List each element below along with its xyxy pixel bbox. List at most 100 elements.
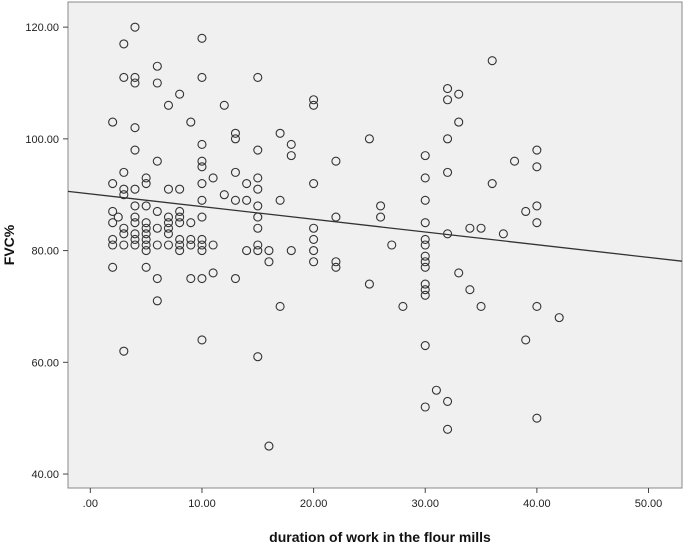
data-point xyxy=(141,234,151,244)
data-point xyxy=(443,424,453,434)
data-point xyxy=(152,240,162,250)
data-point xyxy=(420,251,430,261)
data-point xyxy=(242,246,252,256)
data-point xyxy=(175,218,185,228)
data-point xyxy=(152,156,162,166)
data-point xyxy=(119,190,129,200)
data-point xyxy=(420,341,430,351)
data-point xyxy=(443,134,453,144)
data-point xyxy=(275,195,285,205)
data-point xyxy=(130,229,140,239)
data-point xyxy=(197,212,207,222)
data-point xyxy=(253,184,263,194)
data-point xyxy=(309,179,319,189)
data-point xyxy=(152,78,162,88)
data-point xyxy=(186,234,196,244)
data-point xyxy=(420,279,430,289)
data-point xyxy=(532,218,542,228)
x-tick-label: 30.00 xyxy=(411,498,439,510)
data-point xyxy=(420,218,430,228)
data-point xyxy=(309,257,319,267)
data-point xyxy=(108,240,118,250)
data-point xyxy=(286,246,296,256)
data-point xyxy=(454,117,464,127)
fit-line-layer xyxy=(67,190,683,262)
data-point xyxy=(309,100,319,110)
data-point xyxy=(275,301,285,311)
data-point xyxy=(532,162,542,172)
data-point xyxy=(364,279,374,289)
regression-line xyxy=(67,190,683,262)
y-tick-label: 100.00 xyxy=(25,134,59,146)
data-point xyxy=(163,184,174,194)
data-point xyxy=(219,100,229,110)
data-point xyxy=(420,402,430,412)
x-tick-label: 50.00 xyxy=(635,498,663,510)
data-point xyxy=(119,184,129,194)
data-point xyxy=(253,223,263,233)
data-point xyxy=(253,246,263,256)
data-point xyxy=(498,229,508,239)
data-point xyxy=(509,156,520,166)
data-point xyxy=(331,257,341,267)
data-point xyxy=(219,190,229,200)
data-point xyxy=(309,246,319,256)
data-point xyxy=(108,218,118,228)
data-point xyxy=(197,72,207,82)
data-point xyxy=(197,33,207,43)
data-point xyxy=(398,301,408,311)
data-point xyxy=(113,212,123,222)
data-point xyxy=(119,240,129,250)
data-point xyxy=(108,234,118,244)
x-tick-label: 20.00 xyxy=(300,498,328,510)
data-point xyxy=(141,240,151,250)
data-point xyxy=(487,179,497,189)
data-point xyxy=(443,95,453,105)
data-point xyxy=(554,313,564,323)
data-point xyxy=(264,441,274,451)
x-tick-label: .00 xyxy=(83,498,98,510)
data-point xyxy=(454,268,464,278)
y-tick-label: 80.00 xyxy=(31,246,59,258)
data-point xyxy=(197,179,207,189)
axes: .00 10.00 20.00 30.00 40.00 50.00 40.00 60.00 80… xyxy=(25,22,662,510)
data-point xyxy=(152,296,162,306)
data-point xyxy=(130,145,140,155)
data-point xyxy=(331,262,341,272)
data-point xyxy=(476,223,486,233)
data-point xyxy=(175,234,185,244)
data-point xyxy=(364,134,374,144)
data-point xyxy=(108,179,118,189)
data-point xyxy=(141,201,151,211)
data-point xyxy=(253,240,263,250)
data-point xyxy=(331,156,341,166)
data-point xyxy=(130,123,140,133)
data-point xyxy=(175,206,185,217)
data-point xyxy=(186,218,196,228)
data-point xyxy=(130,240,140,250)
data-point xyxy=(119,223,129,233)
data-point xyxy=(420,285,430,295)
data-point xyxy=(130,22,140,32)
data-point xyxy=(163,240,174,250)
data-point xyxy=(108,117,118,127)
plot-area xyxy=(67,1,683,489)
data-point xyxy=(130,72,140,82)
data-point xyxy=(197,156,207,166)
data-point xyxy=(454,89,464,99)
data-point xyxy=(119,167,129,177)
data-point xyxy=(119,72,129,82)
data-point xyxy=(108,262,118,272)
data-point xyxy=(141,246,151,256)
data-point xyxy=(487,56,497,66)
data-point xyxy=(309,95,319,105)
data-point xyxy=(532,145,542,155)
data-point xyxy=(253,72,263,82)
data-point xyxy=(275,128,285,138)
data-point xyxy=(286,139,296,149)
data-point xyxy=(141,218,151,228)
data-point xyxy=(186,240,196,250)
data-point xyxy=(141,173,151,183)
data-point xyxy=(242,179,252,189)
